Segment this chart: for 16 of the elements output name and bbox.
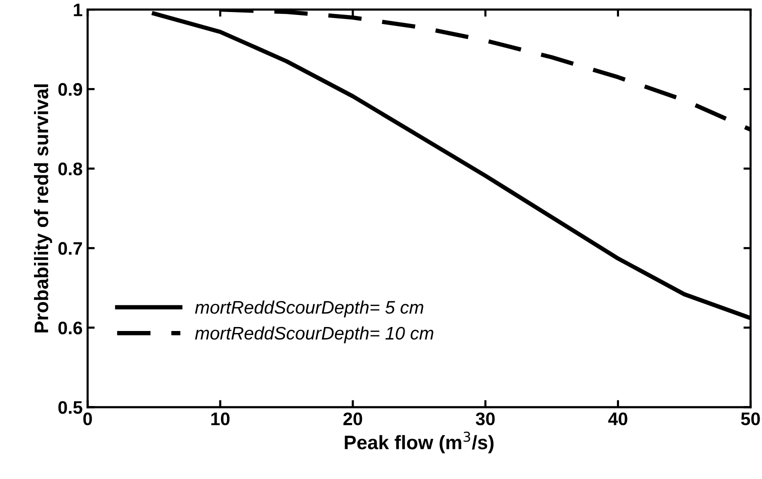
y-tick-label: 0.8 xyxy=(58,162,82,176)
x-tick-label: 10 xyxy=(211,412,230,426)
legend-label: mortReddScourDepth= 5 cm xyxy=(195,300,424,318)
x-tick-label: 50 xyxy=(741,412,760,426)
y-tick-label: 0.9 xyxy=(58,83,82,96)
y-tick-label: 0.7 xyxy=(58,242,82,255)
x-tick-label: 0 xyxy=(83,412,92,426)
x-tick-label: 30 xyxy=(476,412,495,426)
y-tick-label: 0.6 xyxy=(58,322,82,334)
x-tick-label: 40 xyxy=(608,412,628,426)
x-axis-title: Peak flow (m$^{3}$/s) xyxy=(344,432,494,454)
y-tick-label: 1 xyxy=(74,4,82,16)
y-axis-title: Probability of redd survival xyxy=(34,84,52,332)
x-tick-label: 20 xyxy=(343,412,362,426)
legend-label: mortReddScourDepth= 10 cm xyxy=(195,326,434,344)
y-tick-label: 0.5 xyxy=(58,401,82,414)
